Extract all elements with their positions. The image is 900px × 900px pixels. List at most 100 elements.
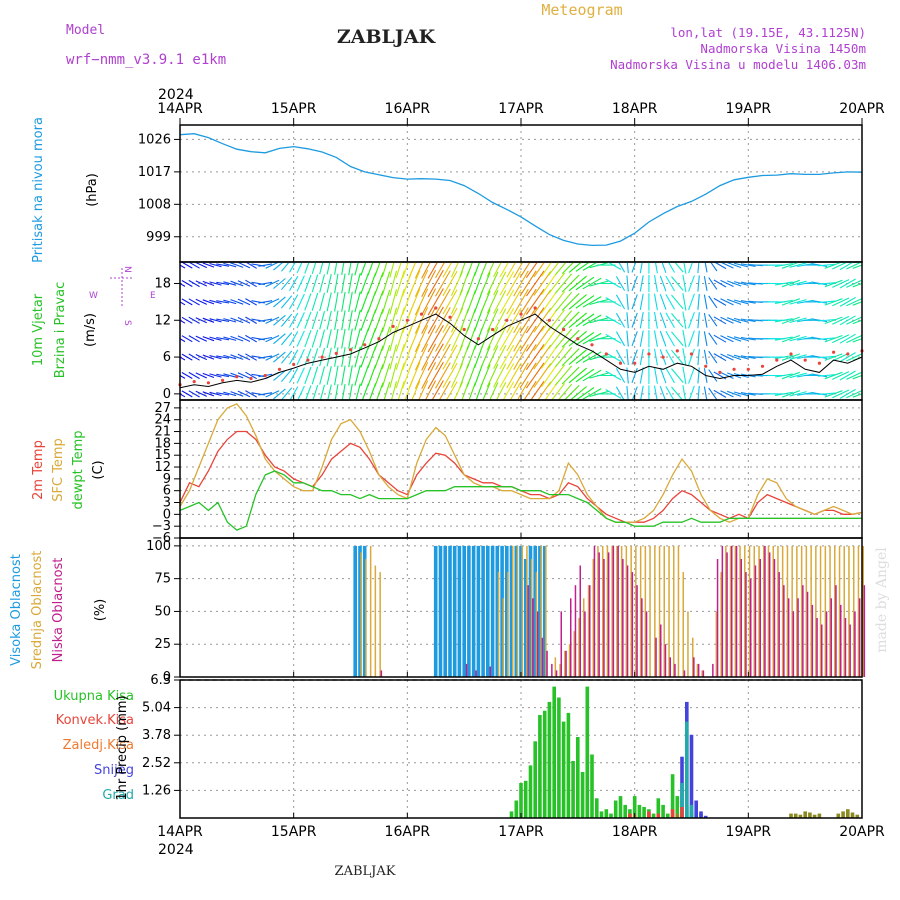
gust-point [334,351,338,355]
wind-arrow [839,296,856,307]
cloud-low-bar [792,611,795,677]
compass-south: S [122,320,132,326]
wind-arrow [789,372,807,379]
cloud-high-bar [452,545,457,677]
wind-arrow [582,351,602,363]
precip-total-bar [580,772,585,818]
wind-arrow [230,262,244,268]
wind-arrow [665,275,675,292]
wind-arrow [582,314,602,327]
wind-arrow [733,317,749,323]
wind-arrow [665,330,675,347]
wind-arrow [435,307,451,334]
cloud-low-bar [712,663,714,677]
cloud-low-bar [589,585,591,677]
wind-arrow [258,281,273,286]
wind-arrow [499,289,515,315]
wind-arrow [245,353,257,361]
precip-ice-bar [836,813,841,818]
wind-arrow [216,300,230,304]
cloud-mid-bar [639,545,642,677]
precip-total-bar [642,807,646,818]
wind-arrow [533,344,552,370]
cloud-high-bar [538,545,542,677]
bottom-date-label: 18APR [612,824,658,840]
cloud-mid-bar [502,598,504,677]
wind-arrow [561,329,580,348]
wind-arrow [381,363,391,388]
wind-arrow [568,349,587,365]
gust-point [789,352,793,356]
precip-snow-bar [699,811,703,818]
wind-arrow [541,262,553,277]
wind-arrow [789,354,807,360]
wind-arrow [846,389,862,399]
wind-arrow [414,288,429,316]
wind-arrow [408,288,421,316]
wind-arrow [341,262,345,275]
wind-arrow [682,348,687,366]
wind-arrow [774,318,793,323]
wind-arrow [568,275,587,292]
wind-arrow [659,367,667,384]
wind-arrow [427,325,444,353]
wind-arrow [334,365,339,386]
wind-arrow [703,349,708,365]
cloud-low-bar [787,598,790,677]
cloud-low-bar [844,618,847,677]
precip-ice-bar [808,812,812,818]
wind-arrow [839,388,856,399]
wind-arrow [265,279,280,288]
wind-arrow [414,343,429,371]
gust-point [419,312,424,316]
wind-arrow [367,262,374,276]
cloud-low-bar [830,598,832,677]
cloud-low-bar [773,559,776,677]
wind-arrow [202,280,215,287]
credit-text: made by Angel [874,547,890,653]
wind-arrow [188,335,200,343]
wind-arrow [661,262,667,273]
wind-arrow [506,344,522,370]
wind-arrow [311,292,319,311]
wind-arrow [839,352,856,363]
gust-point [803,358,807,362]
precip-total-bar [538,715,542,818]
wind-arrow [846,316,862,325]
precip-total-bar [595,798,599,818]
cloud-mid-bar [767,545,770,677]
wind-arrow [389,307,398,333]
wind-arrow [727,298,742,305]
wind-arrow [533,271,552,296]
wind-arrow [555,291,573,312]
cloud-high-bar [523,559,528,677]
cloud-mid-bar [796,545,798,677]
wind-arrow [575,331,595,346]
cloud-low-bar [840,604,842,677]
cloud-mid-bar [625,545,628,677]
wind-arrow [223,373,237,378]
bottom-date-label: 15APR [271,824,317,840]
cloud-low-bar [636,585,638,677]
cloud-high-bar [509,545,514,677]
precip-total-bar [519,783,523,818]
wind-arrow [181,390,193,398]
cloud-low-bar [660,624,662,677]
cloud-mid-bar [687,611,689,677]
cloud-mid-bar [734,545,737,677]
wind-arrow [466,308,476,332]
wind-arrow [435,325,451,352]
product-title: Meteogram [541,1,622,19]
wind-arrow [280,350,293,364]
altitude-text: Nadmorska Visina 1450m [700,41,866,56]
cloud-mid-bar [649,545,651,677]
wind-arrow [216,263,230,267]
cloud-mid-bar [369,545,372,677]
wind-arrow [258,300,273,304]
wind-arrow [781,298,800,306]
cloud-low-bar [768,552,771,677]
cloud-low-ylabel: Niska Oblacnost [51,558,66,663]
wind-arrow [209,262,222,268]
gust-point [249,376,253,381]
